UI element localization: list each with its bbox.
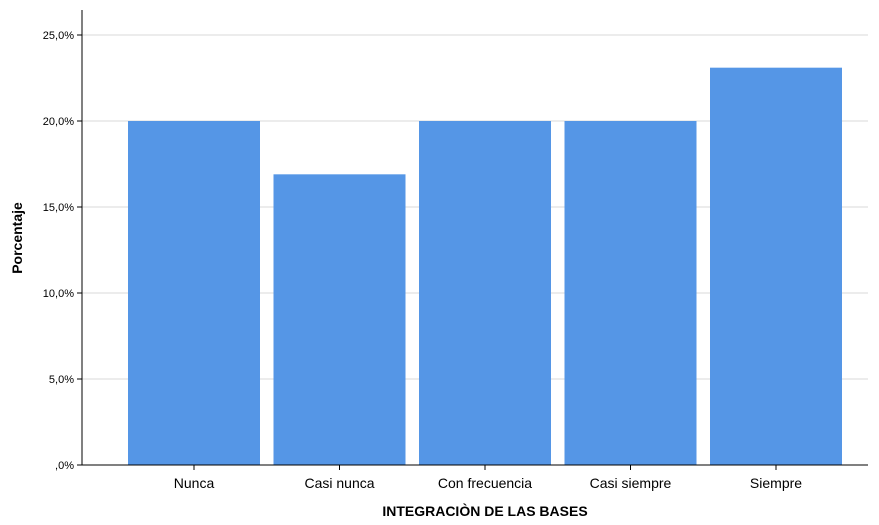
bar-siempre	[710, 67, 842, 466]
bar-casi-nunca	[273, 174, 406, 465]
x-tick-label: Siempre	[750, 475, 802, 491]
bar-con-frecuencia	[419, 121, 551, 465]
y-tick-label: 25,0%	[43, 30, 74, 42]
bar-casi-siempre	[564, 121, 697, 465]
x-axis-title: INTEGRACIÒN DE LAS BASES	[382, 502, 587, 519]
y-tick-labels: ,0% 5,0% 10,0% 15,0% 20,0% 25,0%	[43, 30, 82, 472]
bars	[128, 67, 842, 466]
y-tick-label: 15,0%	[43, 202, 74, 214]
x-tick-label: Casi siempre	[590, 475, 672, 491]
bar-nunca	[128, 121, 260, 465]
y-tick-label: 20,0%	[43, 116, 74, 128]
y-tick-label: 10,0%	[43, 288, 74, 300]
x-tick-label: Nunca	[174, 475, 215, 491]
x-tick-label: Con frecuencia	[438, 475, 532, 491]
x-tick-labels: Nunca Casi nunca Con frecuencia Casi siempr…	[174, 465, 802, 491]
x-tick-label: Casi nunca	[304, 475, 374, 491]
y-tick-label: 5,0%	[49, 374, 74, 386]
y-axis-title: Porcentaje	[9, 202, 25, 274]
y-tick-label: ,0%	[55, 460, 74, 472]
